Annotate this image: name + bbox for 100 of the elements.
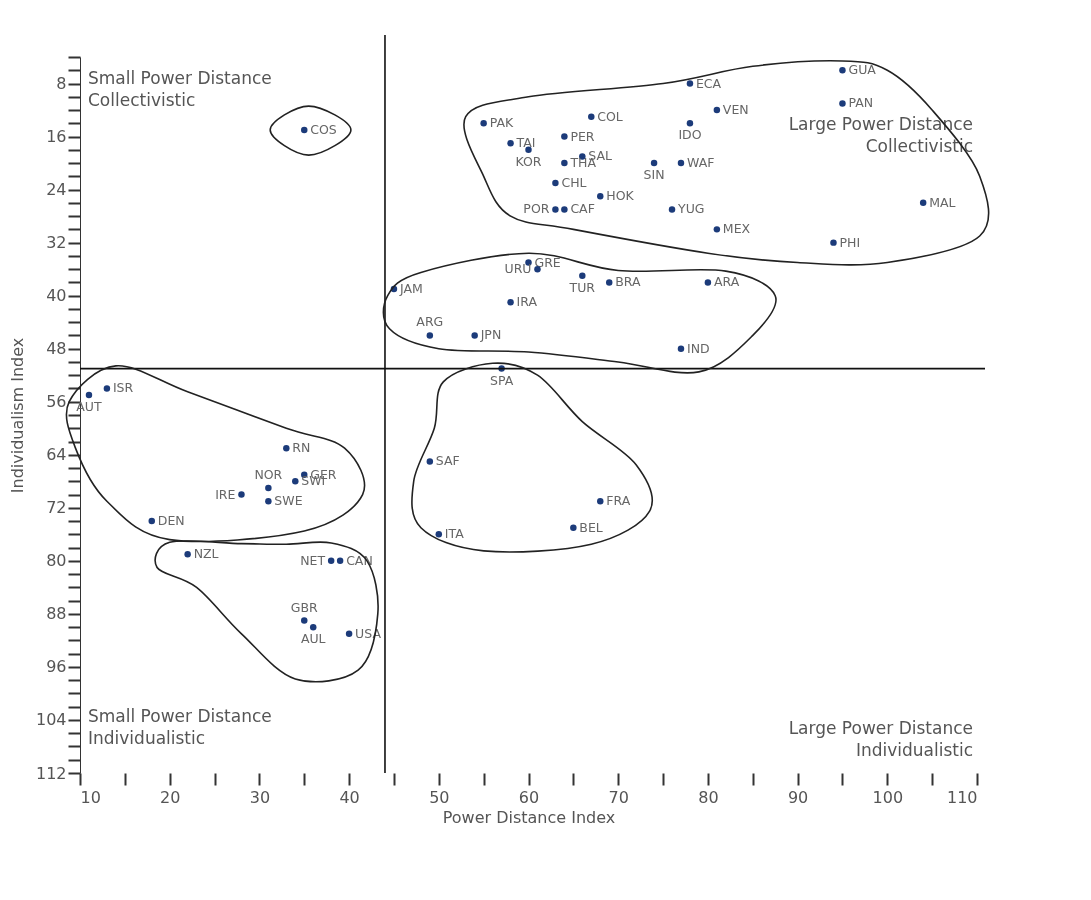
y-tick-label: 40 [46,286,67,306]
y-tick-label: 56 [46,392,67,412]
point [677,159,685,167]
x-axis-title: Power Distance Index [442,807,616,827]
point [561,159,568,167]
y-tick-label: 80 [46,551,67,571]
y-tick-label: 8 [56,74,67,94]
annotation: Small Power Distance Individualistic [88,706,272,748]
x-tick-label: 100 [872,787,904,807]
series-label: COS [310,121,337,137]
y-tick-label: 32 [46,233,67,253]
series-label: NET [300,552,326,568]
series-label: IRA [516,294,538,310]
series-label: PAK [489,115,514,131]
point [265,484,272,492]
point [301,617,308,624]
point [650,159,658,167]
series-label: JPN [479,327,502,343]
series-label: GUA [848,62,877,78]
point [830,239,837,246]
point [668,206,676,213]
y-tick-label: 16 [46,127,67,147]
point [336,557,344,565]
point [471,332,478,339]
series-label: VEN [722,102,749,118]
point [605,279,613,286]
series-label: YUG [677,201,705,217]
point [85,391,93,399]
x-tick-label: 20 [160,787,181,807]
point [148,517,155,525]
point [345,630,353,638]
point [713,226,721,233]
series-label: ARG [416,314,444,330]
x-tick-label: 90 [787,787,809,807]
x-tick-label: 40 [339,787,360,807]
y-tick-label: 112 [35,763,67,783]
series-label: MAL [929,194,956,210]
series-label: TUR [568,279,596,295]
series-label: ARA [713,274,740,290]
point [327,557,335,565]
y-tick-label: 64 [46,445,67,465]
series-label: COL [597,108,623,124]
annotation: Small Power Distance Collectivistic [88,68,272,110]
series-label: RN [292,440,311,456]
series-label: NZL [193,546,219,562]
point [283,444,290,452]
point [265,497,272,505]
point [713,106,721,114]
series-label: IND [686,340,710,356]
y-tick-label: 72 [46,498,67,518]
point [103,385,111,392]
point [561,206,568,213]
point [552,206,559,213]
series-label: POR [523,201,550,217]
x-tick-label: 30 [249,787,271,807]
point [839,100,846,107]
series-label: IRE [215,486,236,502]
series-label: SAF [435,453,460,469]
point [552,179,559,187]
series-label: BEL [579,519,603,535]
series-label: PER [570,128,595,144]
point [677,345,685,352]
point [507,299,514,306]
point [597,497,604,505]
point [686,80,694,87]
series-label: MEX [722,221,751,237]
point [184,550,191,558]
series-label: JAM [398,281,423,297]
series-label: ITA [444,526,465,542]
point [435,531,443,538]
point [561,133,568,140]
series-label: PHI [839,234,861,250]
point [292,478,299,485]
series-label: DEN [157,513,185,529]
x-tick-label: 60 [518,787,540,807]
y-tick-label: 104 [35,710,67,730]
point [579,272,586,280]
series-label: HOK [606,188,635,204]
point [480,120,487,127]
y-axis-title: Individualism Index [7,337,27,494]
y-tick-label: 24 [46,180,67,200]
y-tick-label: 96 [46,657,67,677]
point [426,458,434,465]
series-label: CHL [561,174,587,190]
series-label: URU [504,261,532,277]
series-label: WAF [686,155,715,171]
point [507,139,514,147]
x-tick-label: 110 [946,787,978,807]
point [570,524,577,531]
point [686,120,694,127]
series-label: CAF [570,201,595,217]
x-tick-label: 70 [608,787,629,807]
series-label: SIN [643,167,665,183]
point [309,623,317,631]
x-tick-label: 10 [80,787,101,807]
point [597,192,604,200]
series-label: TAI [515,135,536,151]
y-tick-label: 88 [46,604,67,624]
series-label: KOR [515,153,542,169]
series-label: GBR [290,599,319,615]
